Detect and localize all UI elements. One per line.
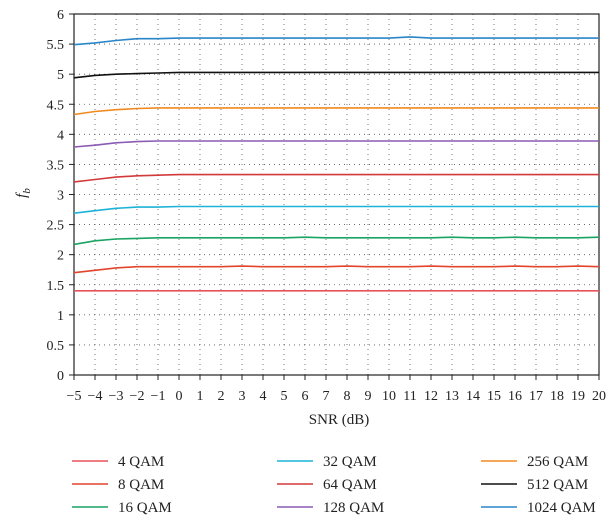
x-tick-label: −2 [130, 389, 145, 404]
x-axis-label: SNR (dB) [309, 412, 369, 428]
legend-label: 4 QAM [118, 454, 164, 470]
x-tick-label: −1 [151, 389, 166, 404]
legend-label: 256 QAM [527, 454, 588, 470]
x-tick-label: 19 [571, 389, 585, 404]
y-tick-label: 1.5 [47, 279, 65, 294]
x-tick-label: 16 [508, 389, 522, 404]
x-tick-label: −3 [109, 389, 124, 404]
x-tick-label: 1 [197, 389, 204, 404]
x-tick-label: 0 [176, 389, 183, 404]
legend-item: 8 QAM [72, 477, 164, 493]
legend-item: 128 QAM [277, 500, 384, 516]
x-tick-label: 2 [218, 389, 225, 404]
series-line-512-qam [73, 71, 599, 79]
y-tick-label: 0.5 [47, 339, 65, 354]
y-tick-label: 2 [57, 249, 64, 264]
legend-item: 256 QAM [481, 454, 588, 470]
legend-item: 64 QAM [277, 477, 377, 493]
x-tick-label: 10 [382, 389, 396, 404]
x-tick-label: 9 [365, 389, 372, 404]
x-tick-label: 18 [550, 389, 564, 404]
y-axis-label-sub: b [21, 188, 33, 194]
x-tick-label: −4 [88, 389, 103, 404]
series-lines [73, 36, 600, 292]
x-tick-label: 14 [466, 389, 480, 404]
legend-label: 32 QAM [323, 454, 377, 470]
x-tick-label: 13 [445, 389, 459, 404]
legend-label: 1024 QAM [527, 500, 596, 516]
x-tick-label: −5 [67, 389, 82, 404]
grid-lines [74, 14, 599, 375]
x-tick-label: 15 [487, 389, 501, 404]
legend-item: 16 QAM [72, 500, 172, 516]
legend-item: 1024 QAM [481, 500, 596, 516]
series-line-64-qam [73, 173, 599, 183]
y-tick-label: 4.5 [47, 98, 65, 113]
x-tick-label: 17 [529, 389, 543, 404]
legend-label: 8 QAM [118, 477, 164, 493]
series-line-128-qam [73, 140, 599, 148]
series-line-32-qam [73, 205, 599, 214]
y-tick-label: 5.5 [47, 38, 65, 53]
x-tick-label: 3 [239, 389, 246, 404]
y-tick-label: 1 [57, 309, 64, 324]
series-line-16-qam [73, 236, 600, 246]
series-line-8-qam [73, 265, 600, 274]
x-tick-label: 11 [403, 389, 416, 404]
x-tick-label: 8 [344, 389, 351, 404]
x-tick-label: 5 [281, 389, 288, 404]
legend-item: 32 QAM [277, 454, 377, 470]
legend-item: 512 QAM [481, 477, 588, 493]
y-tick-label: 0 [57, 369, 64, 384]
y-tick-label: 2.5 [47, 219, 65, 234]
x-tick-label: 12 [424, 389, 438, 404]
y-tick-label: 4 [57, 128, 64, 143]
x-tick-label: 6 [302, 389, 309, 404]
y-axis-label: fb [14, 188, 33, 198]
legend-label: 512 QAM [527, 477, 588, 493]
series-line-256-qam [73, 107, 599, 116]
y-axis-label-main: f [14, 192, 30, 198]
legend-label: 128 QAM [323, 500, 384, 516]
legend-label: 16 QAM [118, 500, 172, 516]
y-tick-label: 5 [57, 68, 64, 83]
legend-label: 64 QAM [323, 477, 377, 493]
x-tick-label: 20 [592, 389, 606, 404]
x-tick-label: 4 [260, 389, 267, 404]
y-tick-label: 3.5 [47, 158, 65, 173]
legend: 4 QAM 8 QAM 16 QAM 32 QAM 64 QAM 128 QAM 256 Q… [72, 454, 596, 516]
y-tick-label: 3 [57, 189, 64, 204]
y-tick-label: 6 [57, 8, 64, 23]
series-line-1024-qam [73, 36, 599, 46]
plot-frame [73, 13, 600, 376]
axis-ticks: 00.511.522.533.544.555.56−5 −4 −3 −2 −1 0 1 2 3 4… [47, 8, 607, 404]
x-tick-label: 7 [323, 389, 330, 404]
legend-item: 4 QAM [72, 454, 164, 470]
